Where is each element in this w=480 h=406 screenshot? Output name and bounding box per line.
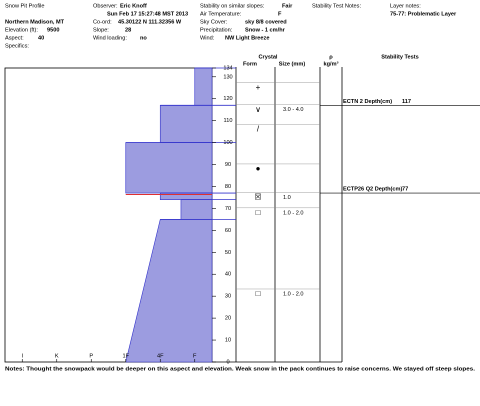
y-tick-label: 100: [223, 140, 232, 146]
label: Stability Test Notes:: [312, 3, 361, 9]
hardness-layer: [159, 192, 213, 200]
label: Wind:: [200, 35, 215, 41]
y-tick-label: 120: [223, 96, 232, 102]
test-label: ECTP26 Q2 Depth(cm): [343, 187, 403, 193]
x-tick-label: F: [193, 353, 197, 359]
crystal-form: ●: [256, 164, 261, 173]
value: F: [278, 11, 282, 17]
value: Sun Feb 17 15:27:48 MST 2013: [107, 11, 188, 17]
y-tick-label: 90: [225, 162, 231, 168]
value: 40: [38, 35, 44, 41]
value: 75-77: Problematic Layer: [390, 11, 457, 17]
hardness-layer: [194, 67, 213, 106]
value: 9500: [47, 27, 59, 33]
column-header: Stability Tests: [381, 54, 419, 60]
hardness-layer: [125, 219, 213, 363]
column-header: ρ: [329, 54, 333, 60]
notes: Notes: Thought the snowpack would be dee…: [5, 366, 475, 372]
y-tick-label: 10: [225, 338, 231, 344]
column-header: Crystal: [259, 54, 278, 60]
y-tick-label: 80: [225, 184, 231, 190]
value: NW Light Breeze: [225, 35, 269, 41]
column-header: Form: [243, 61, 257, 67]
crystal-form: +: [256, 83, 261, 92]
column-headers: Crystal Form Size (mm) ρ kg/m³ Stability…: [243, 54, 419, 67]
crystal-form: /: [257, 125, 260, 134]
label: Observer:: [93, 3, 118, 9]
y-tick-label: 70: [225, 206, 231, 212]
crystal-size: 1.0 - 2.0: [283, 210, 304, 216]
x-tick-label: I: [21, 353, 23, 359]
y-tick-label: 130: [223, 74, 232, 80]
x-tick-label: 4F: [157, 353, 164, 359]
value: 45.30122 N 111.32356 W: [118, 19, 182, 25]
label: Co-ord:: [93, 19, 112, 25]
test-depth: 117: [402, 99, 411, 105]
test-label: ECTN 2 Depth(cm): [343, 99, 392, 105]
y-tick-label: 50: [225, 250, 231, 256]
label: Stability on similar slopes:: [200, 3, 265, 9]
x-tick-label: 1F: [122, 353, 129, 359]
y-tick-label: 0: [226, 359, 229, 365]
crystal-form: ∨: [255, 105, 261, 114]
value: Fair: [282, 3, 293, 9]
column-header: Size (mm): [279, 61, 306, 67]
value: Snow - 1 cm/hr: [245, 27, 286, 33]
label: Aspect:: [5, 35, 24, 41]
label: Layer notes:: [390, 3, 421, 9]
crystal-size: 3.0 - 4.0: [283, 107, 304, 113]
label: Precipitation:: [200, 27, 233, 33]
hardness-layer: [159, 104, 213, 143]
header: Snow Pit Profile Observer: Eric Knoff Su…: [5, 3, 457, 49]
y-tick-label: 20: [225, 316, 231, 322]
label: Slope:: [93, 27, 109, 33]
crystal-form: ☒: [254, 193, 261, 202]
y-tick-label: 134: [223, 65, 232, 71]
label: Air Temperature:: [200, 11, 242, 17]
crystal-size: 1.0: [283, 195, 291, 201]
label: Elevation (ft):: [5, 27, 38, 33]
y-tick-label: 30: [225, 294, 231, 300]
value: 28: [125, 27, 131, 33]
test-depth: 77: [402, 187, 408, 193]
column-header: kg/m³: [324, 60, 339, 67]
value: Eric Knoff: [120, 3, 147, 9]
title: Snow Pit Profile: [5, 3, 44, 9]
y-tick-label: 110: [224, 118, 233, 124]
label: Sky Cover:: [200, 19, 228, 25]
x-tick-label: P: [89, 353, 93, 359]
value: sky 8/8 covered: [245, 19, 287, 25]
crystal-form: □: [256, 289, 261, 298]
y-tick-label: 60: [225, 228, 231, 234]
y-tick-label: 40: [225, 272, 231, 278]
hardness-layer: [125, 142, 213, 194]
value: Northern Madison, MT: [5, 19, 65, 25]
hardness-layer: [180, 199, 213, 220]
x-tick-label: K: [55, 353, 59, 359]
label: Wind loading:: [93, 35, 127, 41]
value: no: [140, 35, 147, 41]
crystal-form: □: [256, 208, 261, 217]
crystal-size: 1.0 - 2.0: [283, 291, 304, 297]
label: Specifics:: [5, 43, 29, 49]
